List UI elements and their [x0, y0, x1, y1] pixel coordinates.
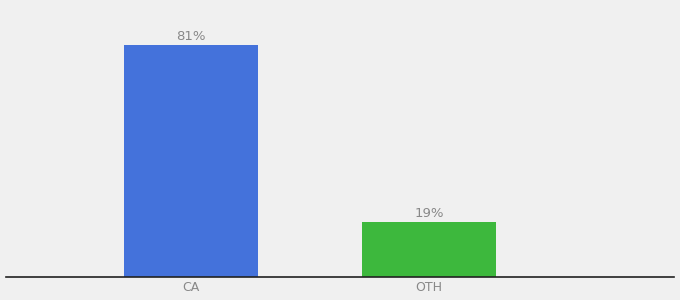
Text: 81%: 81% [177, 30, 206, 43]
Text: 19%: 19% [414, 206, 444, 220]
Bar [362, 222, 496, 277]
Bar [124, 46, 258, 277]
